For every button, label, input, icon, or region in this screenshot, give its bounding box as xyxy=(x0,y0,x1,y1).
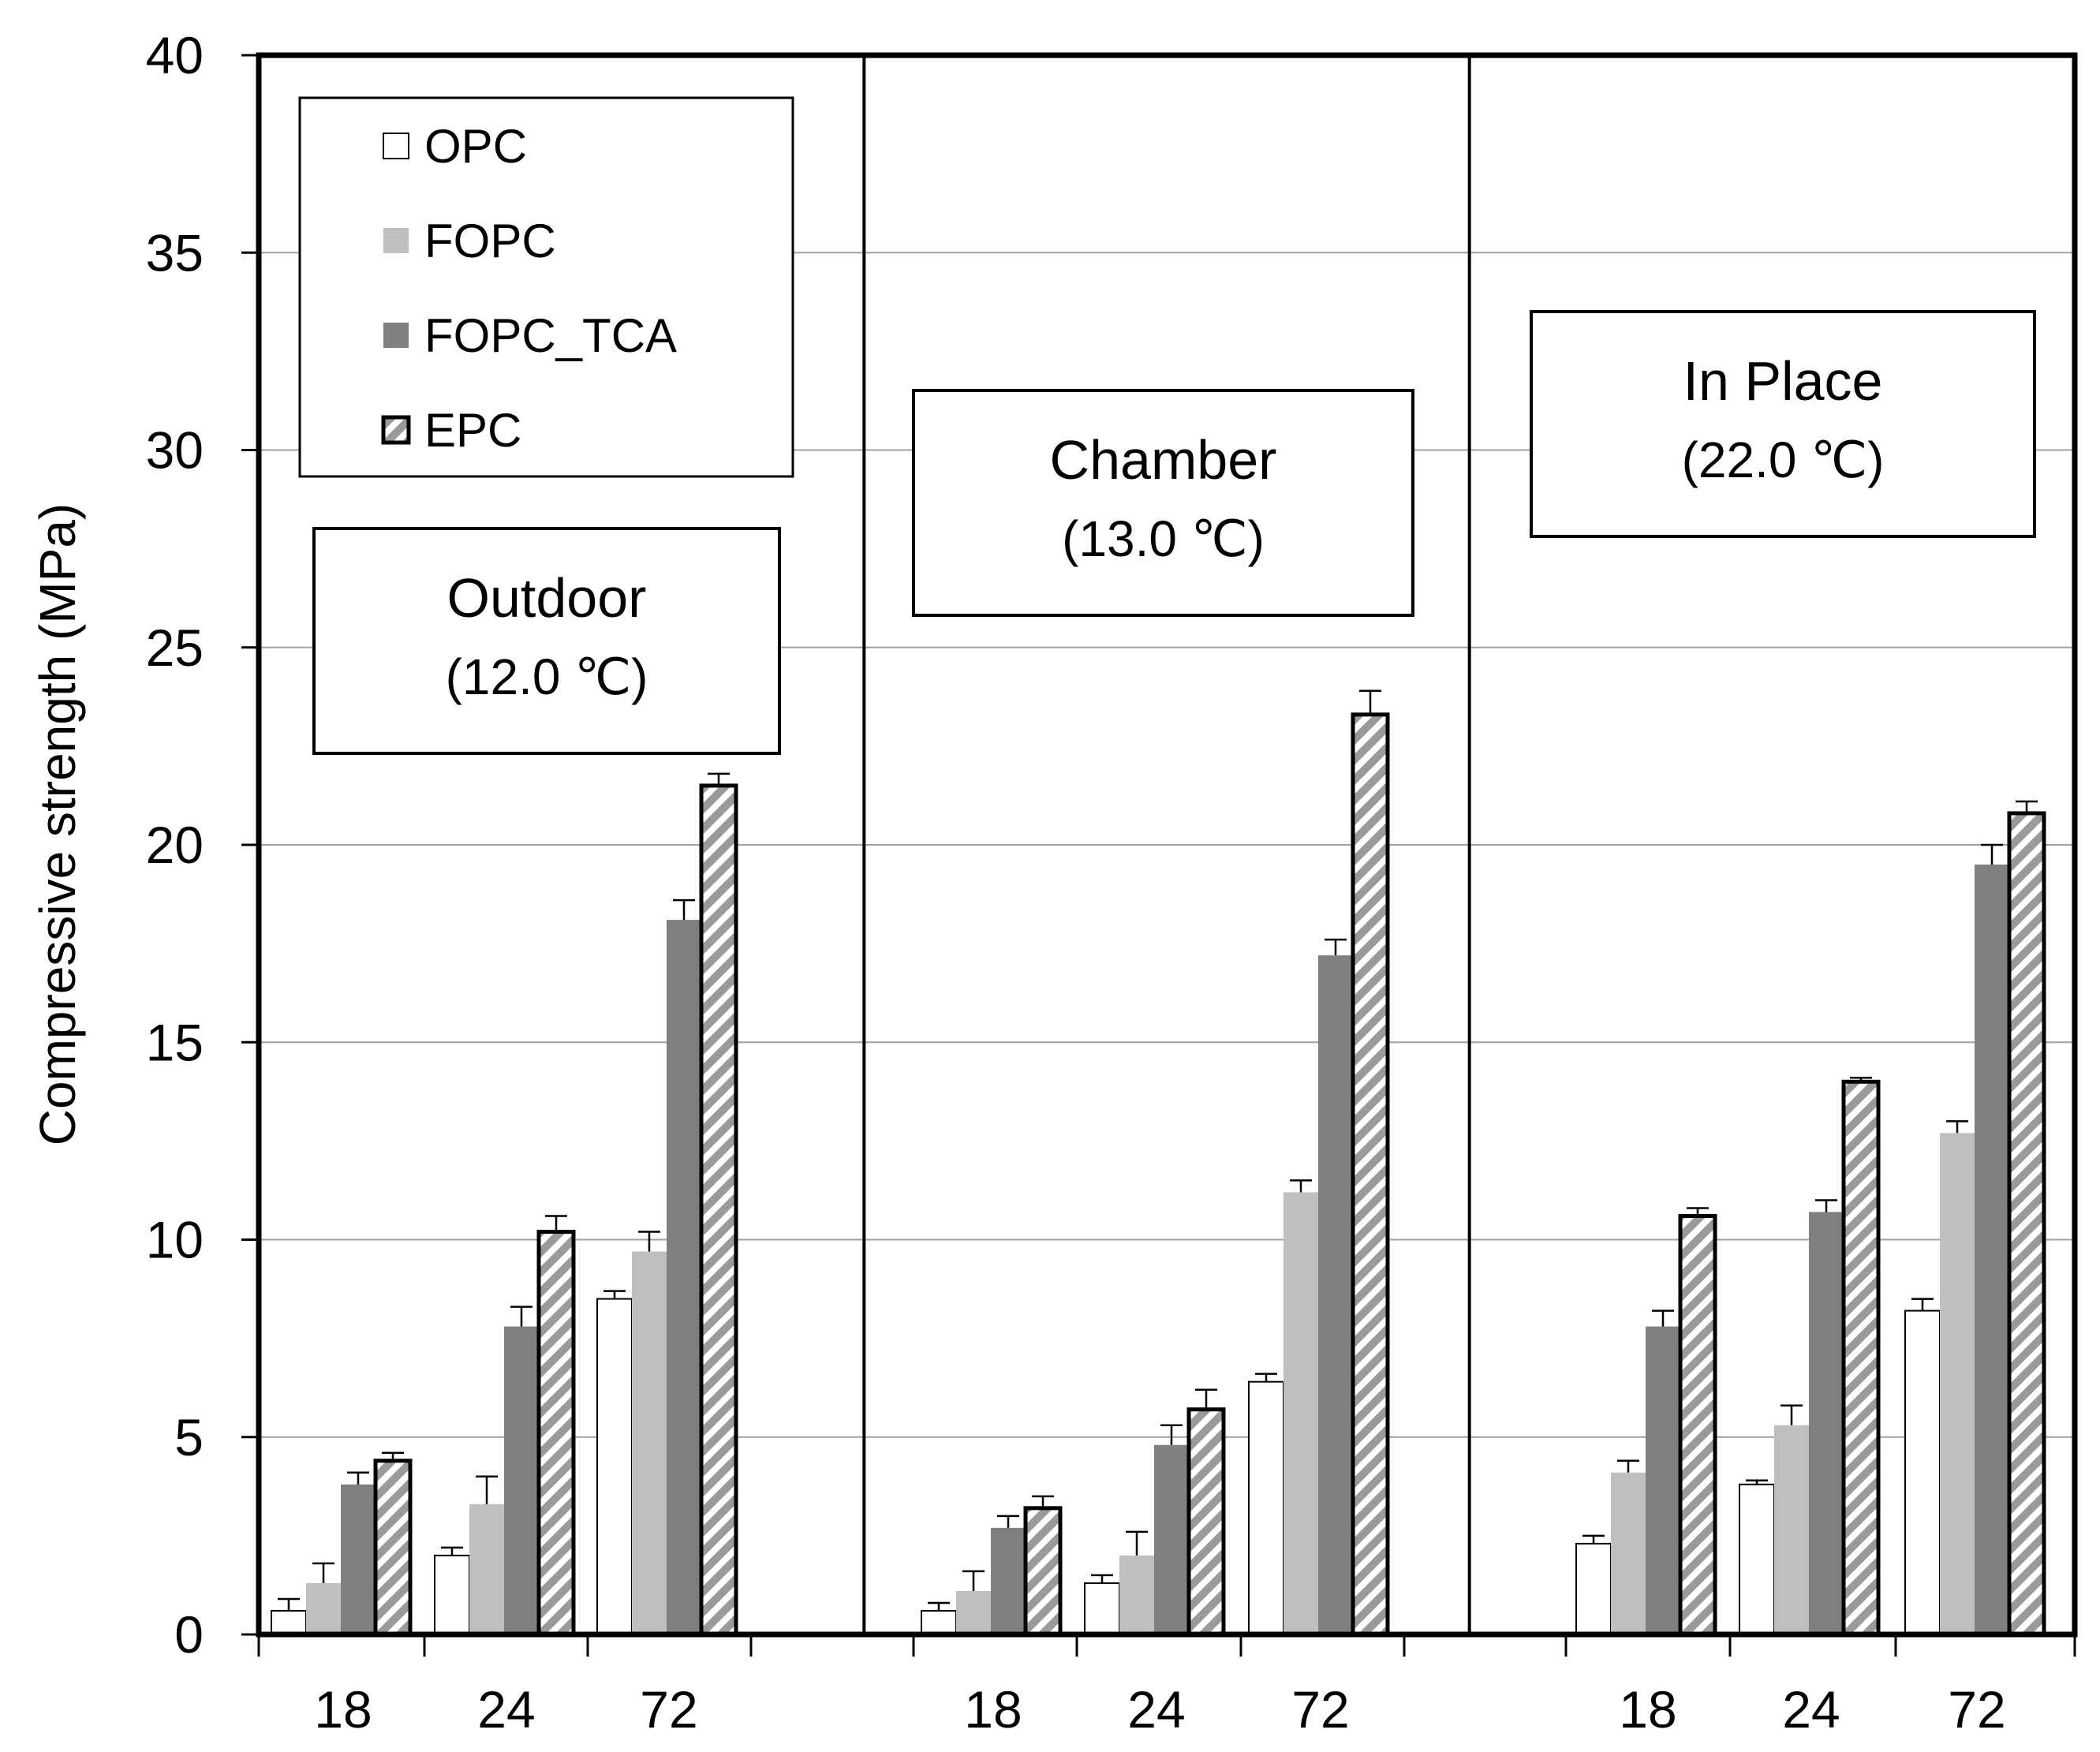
bar-fopc-tca xyxy=(1646,1326,1680,1634)
legend-swatch-fopc-tca xyxy=(383,323,409,348)
bar-epc xyxy=(1841,1079,1881,1637)
bars xyxy=(271,689,2046,1637)
condition-title: In Place xyxy=(1683,350,1883,412)
bar-fopc xyxy=(1119,1555,1154,1634)
x-tick-label: 72 xyxy=(1948,1680,2005,1739)
bar-fopc-tca xyxy=(341,1484,376,1634)
y-tick-label: 5 xyxy=(174,1408,204,1466)
legend-swatch-epc xyxy=(381,415,411,445)
condition-temperature: (13.0 ℃) xyxy=(1062,510,1265,567)
axes xyxy=(241,52,2078,1657)
bar-fopc xyxy=(632,1251,667,1634)
bar-fopc-tca xyxy=(1975,865,2009,1634)
annotation-boxes: Outdoor (12.0 ℃) Chamber (13.0 ℃) In Place (2… xyxy=(312,310,2036,755)
legend-label: OPC xyxy=(424,120,527,173)
condition-box xyxy=(312,527,781,755)
bar-opc xyxy=(921,1609,957,1635)
legend-swatch-opc xyxy=(383,133,409,159)
x-tick-label: 18 xyxy=(964,1680,1022,1739)
bar-fopc xyxy=(1284,1192,1318,1634)
axis-labels: Compressive strength (MPa) 0 5 10 15 20 25 30 3… xyxy=(29,26,2006,1739)
y-tick-label: 35 xyxy=(146,223,204,282)
x-tick-label: 24 xyxy=(1127,1680,1185,1739)
bar-epc xyxy=(1351,712,1390,1637)
bar-fopc xyxy=(469,1504,504,1634)
legend-label: FOPC_TCA xyxy=(424,309,677,362)
condition-temperature: (12.0 ℃) xyxy=(446,648,648,705)
condition-temperature: (22.0 ℃) xyxy=(1682,431,1885,488)
bar-fopc xyxy=(1611,1472,1646,1634)
bar-opc xyxy=(434,1554,470,1636)
bar-fopc-tca xyxy=(1318,955,1353,1634)
condition-box xyxy=(912,389,1414,617)
y-tick-label: 40 xyxy=(146,26,204,84)
bar-epc xyxy=(2007,811,2046,1637)
bar-opc xyxy=(1248,1380,1284,1636)
condition-box xyxy=(1530,310,2036,538)
y-axis-title: Compressive strength (MPa) xyxy=(29,503,86,1145)
bar-epc xyxy=(536,1229,576,1637)
legend-swatch-fopc xyxy=(383,228,409,253)
bar-epc xyxy=(1186,1407,1226,1637)
bar-fopc-tca xyxy=(991,1527,1026,1634)
legend-label: FOPC xyxy=(424,215,556,267)
bar-opc xyxy=(1575,1542,1612,1636)
x-tick-label: 24 xyxy=(477,1680,535,1739)
bar-fopc xyxy=(1774,1425,1809,1634)
bar-fopc-tca xyxy=(1809,1212,1844,1634)
x-tick-label: 72 xyxy=(640,1680,697,1739)
y-tick-label: 15 xyxy=(146,1013,204,1071)
bar-fopc-tca xyxy=(667,920,701,1634)
x-tick-label: 72 xyxy=(1291,1680,1349,1739)
bar-opc xyxy=(1084,1582,1120,1636)
x-tick-label: 18 xyxy=(1619,1680,1676,1739)
bar-opc xyxy=(1739,1483,1775,1636)
condition-title: Chamber xyxy=(1050,429,1277,491)
bar-epc xyxy=(699,783,738,1637)
bar-epc xyxy=(373,1459,413,1637)
bar-opc xyxy=(596,1298,633,1635)
legend-box xyxy=(298,96,794,478)
bar-fopc xyxy=(306,1582,341,1634)
y-tick-label: 10 xyxy=(146,1211,204,1269)
bar-fopc-tca xyxy=(504,1326,539,1634)
bar-opc xyxy=(271,1609,307,1635)
condition-title: Outdoor xyxy=(447,567,647,629)
bar-fopc xyxy=(1940,1133,1975,1634)
x-tick-label: 24 xyxy=(1782,1680,1840,1739)
bar-epc xyxy=(1678,1213,1717,1637)
x-tick-label: 18 xyxy=(314,1680,372,1739)
bar-opc xyxy=(1904,1309,1941,1635)
y-tick-label: 30 xyxy=(146,421,204,480)
legend: OPC FOPC FOPC_TCA EPC xyxy=(298,96,794,478)
legend-label: EPC xyxy=(424,404,521,457)
bar-fopc xyxy=(956,1590,991,1634)
y-tick-label: 0 xyxy=(174,1605,204,1664)
y-tick-label: 20 xyxy=(146,816,204,874)
bar-epc xyxy=(1023,1506,1063,1637)
bar-fopc-tca xyxy=(1154,1444,1189,1634)
y-tick-label: 25 xyxy=(146,618,204,677)
